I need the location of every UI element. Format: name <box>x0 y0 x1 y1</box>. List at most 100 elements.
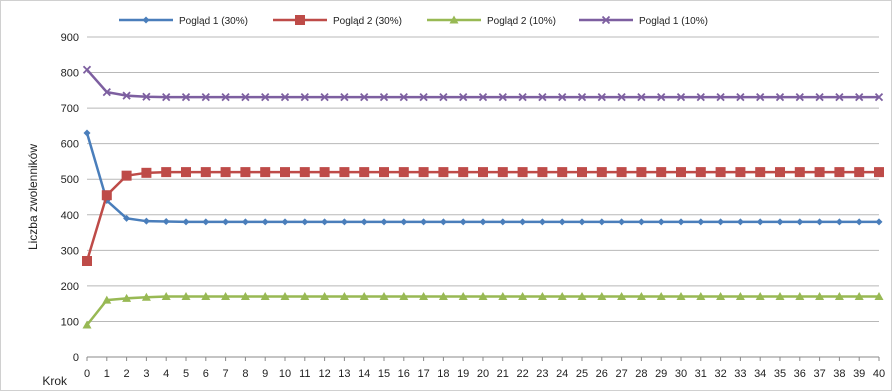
data-point-s1-7 <box>220 167 231 178</box>
x-tick-label: 40 <box>873 368 885 380</box>
data-point-s0-8 <box>241 218 249 226</box>
data-point-s2-13 <box>339 292 349 301</box>
x-tick-label: 8 <box>242 368 248 380</box>
y-tick-label: 300 <box>61 245 79 257</box>
data-point-s2-9 <box>260 292 270 301</box>
data-point-s2-34 <box>755 292 765 301</box>
data-point-s1-27 <box>616 167 627 178</box>
data-point-s0-2 <box>123 214 131 222</box>
data-point-s1-30 <box>676 167 686 178</box>
data-point-s1-23 <box>537 167 548 178</box>
data-point-s2-6 <box>201 292 211 301</box>
data-point-s1-26 <box>596 167 607 178</box>
y-tick-label: 0 <box>73 352 79 364</box>
data-point-s3-34 <box>756 92 765 102</box>
legend-marker-0 <box>142 16 150 24</box>
data-point-s0-3 <box>142 217 150 225</box>
x-tick-label: 0 <box>84 368 90 380</box>
y-tick-label: 900 <box>61 32 79 44</box>
data-point-s0-34 <box>756 218 764 226</box>
data-point-s2-32 <box>716 292 726 301</box>
data-point-s0-35 <box>776 218 784 226</box>
data-point-s2-36 <box>795 292 805 301</box>
series-line-0 <box>85 132 879 224</box>
data-point-s3-14 <box>360 92 369 102</box>
x-tick-label: 35 <box>774 368 786 380</box>
data-point-s0-40 <box>875 218 883 226</box>
data-point-s0-19 <box>459 218 467 226</box>
data-point-s2-30 <box>676 292 686 301</box>
data-point-s1-32 <box>715 167 726 178</box>
data-point-s3-7 <box>221 92 230 102</box>
legend-marker-2 <box>449 15 459 24</box>
data-point-s3-37 <box>815 92 824 102</box>
data-point-s1-18 <box>438 167 449 178</box>
y-tick-label: 400 <box>61 210 79 222</box>
series-line-1 <box>85 170 879 262</box>
data-point-s1-0 <box>82 256 92 266</box>
data-point-s3-30 <box>676 92 686 102</box>
data-point-s0-23 <box>538 218 546 226</box>
data-point-s0-38 <box>835 218 843 226</box>
data-point-s0-11 <box>301 218 309 226</box>
data-point-s3-32 <box>716 92 725 102</box>
data-point-s2-21 <box>498 292 508 301</box>
data-point-s2-1 <box>102 295 112 304</box>
x-tick-label: 30 <box>675 368 687 380</box>
x-tick-label: 14 <box>358 368 370 380</box>
data-point-s1-19 <box>458 167 469 178</box>
data-point-s2-38 <box>834 292 844 301</box>
x-tick-label: 33 <box>734 368 746 380</box>
data-point-s2-16 <box>399 292 409 301</box>
x-tick-label: 37 <box>813 368 825 380</box>
data-point-s1-15 <box>379 167 389 178</box>
data-point-s3-22 <box>518 92 527 102</box>
legend-label-0: Pogląd 1 (30%) <box>179 16 248 27</box>
data-point-s1-22 <box>517 167 528 178</box>
data-point-s1-5 <box>181 167 191 178</box>
x-tick-label: 18 <box>437 368 449 380</box>
data-point-s2-0 <box>82 320 92 329</box>
data-point-s2-33 <box>735 292 745 301</box>
x-tick-label: 39 <box>853 368 865 380</box>
data-point-s0-7 <box>222 218 230 226</box>
data-point-s0-39 <box>855 218 863 226</box>
data-point-s3-11 <box>300 92 309 102</box>
data-point-s3-19 <box>459 92 468 102</box>
x-tick-label: 29 <box>655 368 667 380</box>
data-point-s2-2 <box>122 293 132 302</box>
data-point-s1-20 <box>478 167 488 178</box>
x-tick-label: 4 <box>163 368 169 380</box>
data-point-s0-24 <box>558 218 566 226</box>
data-point-s1-1 <box>101 190 112 201</box>
x-tick-label: 26 <box>596 368 608 380</box>
legend-label-3: Pogląd 1 (10%) <box>639 16 708 27</box>
data-point-s2-37 <box>815 292 825 301</box>
x-tick-label: 24 <box>556 368 568 380</box>
x-tick-label: 6 <box>203 368 209 380</box>
data-point-s3-35 <box>775 92 785 102</box>
data-point-s1-2 <box>121 170 132 181</box>
data-point-s1-4 <box>161 167 172 178</box>
x-tick-label: 15 <box>378 368 390 380</box>
data-point-s1-8 <box>240 167 251 178</box>
x-tick-label: 12 <box>318 368 330 380</box>
x-tick-label: 9 <box>262 368 268 380</box>
data-point-s3-21 <box>498 92 507 102</box>
x-tick-label: 22 <box>516 368 528 380</box>
data-point-s2-31 <box>696 292 706 301</box>
data-point-s2-19 <box>458 292 468 301</box>
data-point-s0-32 <box>717 218 725 226</box>
data-point-s2-28 <box>636 292 646 301</box>
data-point-s1-11 <box>299 167 310 178</box>
x-tick-label: 10 <box>279 368 291 380</box>
data-point-s1-38 <box>834 167 845 178</box>
data-point-s3-26 <box>597 92 606 102</box>
y-tick-label: 500 <box>61 174 79 186</box>
y-axis-title: Liczba zwolenników <box>26 144 40 250</box>
data-point-s0-13 <box>340 218 348 226</box>
y-tick-label: 700 <box>61 103 79 115</box>
data-point-s0-36 <box>796 218 804 226</box>
x-tick-label: 21 <box>497 368 509 380</box>
data-point-s0-28 <box>637 218 645 226</box>
